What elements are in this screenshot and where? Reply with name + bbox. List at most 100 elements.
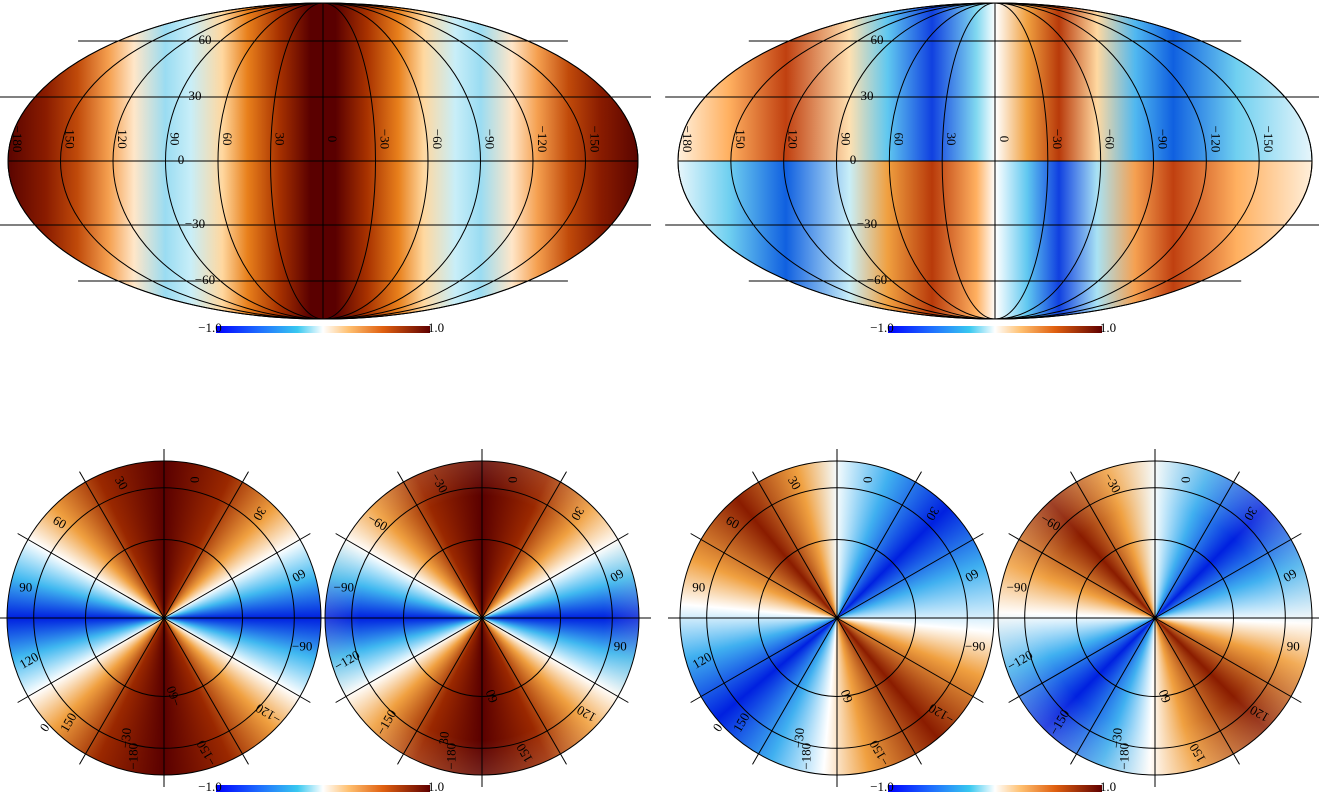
lon-label: 60	[220, 133, 235, 146]
graticule-label: −30	[117, 727, 134, 749]
lon-label: −150	[588, 126, 603, 153]
lat-label: −60	[195, 272, 215, 287]
graticule-label: 0	[36, 720, 52, 734]
lon-label: 90	[839, 133, 854, 146]
colorbar-max-label: 1.0	[428, 779, 444, 794]
graticule-label: −60	[163, 684, 184, 708]
lat-label: 60	[871, 32, 884, 47]
colorbar	[888, 326, 1102, 333]
meridian	[163, 617, 249, 765]
meridian	[1154, 617, 1240, 765]
graticule-label: −30	[1101, 470, 1124, 495]
graticule-label: 0	[709, 720, 725, 734]
lat-label: 0	[178, 152, 185, 167]
meridian	[690, 533, 838, 619]
graticule-label: 0	[505, 477, 520, 484]
meridian	[836, 471, 922, 619]
meridian	[1154, 533, 1302, 619]
meridian	[752, 617, 838, 765]
graticule-label: −90	[334, 580, 354, 595]
meridian	[1008, 617, 1156, 703]
meridian	[1070, 617, 1156, 765]
graticule-label: −150	[866, 738, 892, 769]
lon-label: 30	[944, 133, 959, 146]
graticule-label: 30	[112, 473, 131, 492]
meridian	[481, 471, 567, 619]
lon-label: −180	[10, 126, 25, 153]
meridian	[690, 617, 838, 703]
lon-label: −150	[1261, 126, 1276, 153]
colorbar-min-label: −1.0	[870, 779, 894, 794]
graticule-label: 90	[614, 638, 627, 653]
lon-label: −180	[680, 126, 695, 153]
graticule-label: −30	[428, 470, 451, 495]
graticule-label: 30	[568, 504, 587, 523]
graticule-label: 60	[50, 512, 69, 531]
meridian	[397, 617, 483, 765]
graticule-label: 90	[19, 580, 32, 595]
graticule-label: 120	[17, 649, 41, 672]
meridian	[836, 533, 984, 619]
meridian	[163, 617, 311, 703]
colorbar	[888, 785, 1102, 792]
colorbar-min-label: −1.0	[198, 779, 222, 794]
meridian	[1070, 471, 1156, 619]
graticule-label: −120	[331, 647, 362, 673]
lon-label: 0	[325, 136, 340, 143]
meridian	[836, 617, 984, 703]
graticule-label: 60	[482, 688, 501, 705]
graticule-label: 30	[250, 504, 269, 523]
lat-label: −30	[857, 216, 877, 231]
graticule-label: −150	[373, 707, 399, 738]
lon-label: −90	[1156, 129, 1171, 149]
colorbar-max-label: 1.0	[428, 320, 444, 335]
meridian	[836, 617, 922, 765]
lon-label: −120	[535, 126, 550, 153]
lon-label: 120	[115, 129, 130, 149]
graticule-label: −90	[965, 638, 985, 653]
graticule-label: −60	[1038, 511, 1063, 534]
lon-label: 30	[273, 133, 288, 146]
meridian	[1154, 617, 1302, 703]
meridian	[79, 617, 165, 765]
graticule-label: 60	[723, 512, 742, 531]
graticule-label: −180	[1117, 743, 1132, 770]
graticule-label: −180	[444, 743, 459, 770]
lat-label: −30	[185, 216, 205, 231]
meridian	[17, 617, 165, 703]
graticule-label: 120	[690, 649, 714, 672]
colorbar-max-label: 1.0	[1100, 779, 1116, 794]
graticule-label: 60	[963, 566, 982, 585]
graticule-label: 0	[187, 477, 202, 484]
graticule-label: 30	[1241, 504, 1260, 523]
meridian	[397, 471, 483, 619]
graticule-label: 150	[1186, 741, 1209, 765]
lat-label: −60	[867, 272, 887, 287]
graticule-label: 90	[1287, 638, 1300, 653]
graticule-label: −120	[1004, 647, 1035, 673]
meridian	[481, 533, 629, 619]
meridian	[163, 533, 311, 619]
graticule-label: 90	[692, 580, 705, 595]
graticule-label: 0	[1178, 477, 1193, 484]
lat-label: 0	[850, 152, 857, 167]
graticule-label: −120	[253, 701, 284, 727]
lon-label: −30	[378, 129, 393, 149]
graticule-label: −30	[790, 727, 807, 749]
graticule-label: −30	[1108, 727, 1125, 749]
colorbar	[216, 785, 430, 792]
lon-label: −30	[1050, 129, 1065, 149]
graticule-label: 60	[837, 688, 856, 705]
graticule-label: 30	[785, 473, 804, 492]
graticule-label: 60	[1155, 688, 1174, 705]
graticule-label: 60	[608, 566, 627, 585]
meridian	[335, 617, 483, 703]
meridian	[1008, 533, 1156, 619]
meridian	[17, 533, 165, 619]
graticule-label: 30	[923, 504, 942, 523]
graticule-label: −60	[365, 511, 390, 534]
colorbar-min-label: −1.0	[198, 320, 222, 335]
graticule-label: 60	[1281, 566, 1300, 585]
